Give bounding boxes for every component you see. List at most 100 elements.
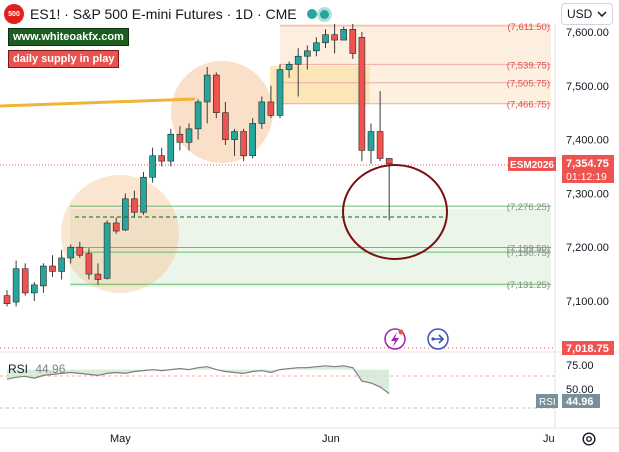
- levels-layer: (7,611.50) (7,539.75) (7,505.75) (7,466.75)…: [70, 22, 551, 291]
- symbol-label-bg: [508, 156, 556, 171]
- rsi-band: [0, 376, 555, 408]
- time-label: May: [110, 433, 131, 445]
- rsi-line: [6, 365, 390, 395]
- candles-layer: [3, 23, 393, 307]
- level-label: (7,276.25): [507, 202, 550, 213]
- price-ticks: 7,600.00 7,500.00 7,400.00 7,300.00 7,200.00…: [508, 27, 614, 408]
- trend-line[interactable]: [0, 97, 196, 108]
- price-tick: 7,400.00: [566, 135, 609, 147]
- price-tick: 7,600.00: [566, 27, 609, 39]
- rsi-badge-value-bg: [562, 394, 600, 408]
- orange-circle-lower: [61, 175, 179, 293]
- price-tick: 7,300.00: [566, 188, 609, 200]
- candle: [131, 190, 138, 218]
- candle: [67, 244, 74, 264]
- countdown: 01:12:19: [566, 171, 607, 183]
- time-label: Jun: [322, 433, 340, 445]
- candle: [285, 61, 293, 78]
- rsi-fill: [7, 365, 390, 394]
- candle: [21, 263, 29, 296]
- candle: [94, 263, 102, 285]
- candle: [103, 220, 111, 280]
- candle: [158, 147, 165, 167]
- currency-selector[interactable]: USD: [561, 3, 613, 25]
- candle: [167, 128, 175, 167]
- candle: [3, 290, 11, 307]
- price-tick: 7,200.00: [566, 242, 609, 254]
- low-marker: 7,018.75: [566, 343, 609, 355]
- candle: [194, 99, 202, 140]
- candle: [258, 96, 266, 129]
- candle: [331, 23, 338, 54]
- last-price: 7,354.75: [566, 158, 609, 170]
- chart-header: 500 ES1! · S&P 500 E-mini Futures · 1D ·…: [4, 4, 329, 24]
- candle: [303, 45, 311, 70]
- low-marker-bg: [562, 341, 614, 355]
- level-label: (7,199.50): [507, 243, 550, 254]
- candle: [276, 64, 284, 119]
- last-price-bg: [562, 154, 614, 183]
- candle: [376, 91, 384, 162]
- candle: [349, 23, 357, 59]
- currency-value: USD: [567, 7, 593, 21]
- candle: [149, 147, 156, 183]
- rsi-badge-label: RSI: [539, 397, 556, 408]
- rsi-badge-value: 44.96: [566, 396, 594, 408]
- supply-note-badge: daily supply in play: [8, 50, 120, 68]
- candle: [112, 217, 120, 234]
- price-tick: 7,100.00: [566, 296, 609, 308]
- candle: [322, 29, 329, 49]
- candle: [203, 66, 211, 124]
- website-badge: www.whiteoakfx.com: [8, 28, 129, 46]
- candle: [213, 72, 220, 119]
- rsi-layer: [6, 365, 390, 395]
- rsi-legend[interactable]: RSI 44.96: [8, 362, 65, 376]
- forward-icon[interactable]: [427, 328, 449, 350]
- candle: [267, 85, 275, 119]
- rsi-badge-label-bg: [536, 394, 558, 408]
- candle: [231, 128, 238, 156]
- candle: [240, 128, 247, 162]
- status-dot-1[interactable]: [306, 9, 317, 19]
- candle: [185, 123, 193, 151]
- candle: [85, 248, 93, 280]
- rsi-legend-label: RSI: [8, 362, 29, 376]
- candle: [58, 249, 65, 280]
- orange-circle-upper: [171, 61, 273, 163]
- gear-icon[interactable]: [580, 430, 598, 448]
- lightning-icon[interactable]: [384, 328, 406, 350]
- candle: [140, 171, 147, 215]
- price-tick: 7,500.00: [566, 81, 609, 93]
- demand-zone: [70, 209, 551, 287]
- level-label: (7,466.75): [507, 100, 550, 111]
- level-label: (7,539.75): [507, 60, 550, 71]
- level-label: (7,131.25): [507, 280, 550, 291]
- time-axis: May Jun Ju: [110, 433, 555, 445]
- candle: [30, 282, 38, 301]
- time-label: Ju: [543, 433, 555, 445]
- status-dots: [306, 9, 329, 19]
- candle: [358, 32, 366, 162]
- candle: [340, 26, 348, 41]
- level-label: (7,190.75): [507, 248, 550, 259]
- candle: [294, 48, 302, 97]
- candle: [12, 260, 20, 307]
- symbol-logo[interactable]: 500: [4, 4, 24, 24]
- level-label: (7,505.75): [507, 79, 550, 90]
- candle: [249, 118, 256, 159]
- candle: [76, 241, 84, 258]
- candle: [49, 255, 56, 277]
- symbol-label: ESM2026: [510, 160, 554, 171]
- supply-zone-yellow: [270, 66, 370, 104]
- highlight-ellipse[interactable]: [342, 164, 448, 260]
- candle: [367, 123, 375, 164]
- candle: [40, 263, 47, 293]
- chevron-down-icon: [597, 11, 607, 17]
- candle: [385, 158, 393, 221]
- rsi-legend-value: 44.96: [35, 362, 66, 376]
- candle: [122, 193, 129, 232]
- symbol-title[interactable]: ES1! · S&P 500 E-mini Futures · 1D · CME: [30, 6, 297, 22]
- status-dot-2[interactable]: [319, 9, 329, 19]
- candle: [222, 101, 229, 145]
